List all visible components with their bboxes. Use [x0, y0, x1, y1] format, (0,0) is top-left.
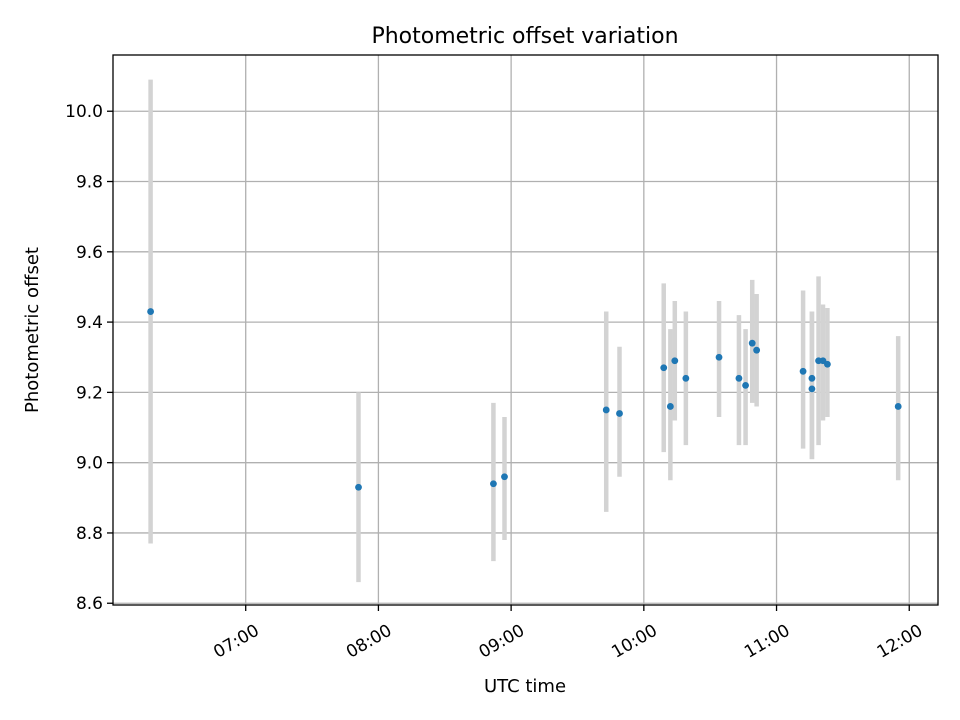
data-point — [894, 403, 902, 410]
data-point — [753, 346, 761, 354]
y-tick-label: 8.6 — [76, 594, 103, 614]
y-tick-label: 9.4 — [76, 313, 103, 333]
grid — [113, 55, 938, 605]
data-point — [671, 357, 679, 365]
data-point — [824, 360, 831, 368]
data-point — [808, 374, 816, 382]
data-point — [501, 473, 508, 481]
data-point — [715, 353, 723, 361]
y-tick-label: 9.6 — [76, 243, 103, 263]
y-tick-label: 9.8 — [76, 173, 103, 193]
plot-frame — [112, 54, 939, 606]
data-point — [799, 367, 807, 375]
x-axis-label: UTC time — [484, 676, 566, 697]
y-tick-label: 9.0 — [76, 454, 103, 474]
y-tick-label: 9.2 — [76, 383, 103, 403]
data-point — [616, 410, 623, 417]
y-axis-label: Photometric offset — [22, 247, 43, 413]
data-points — [147, 308, 902, 491]
data-point — [666, 403, 674, 410]
y-axis-ticks: 8.6 8.8 9.0 9.2 9.4 9.6 9.8 10.0 — [65, 102, 113, 614]
data-point — [355, 483, 362, 491]
chart-title: Photometric offset variation — [371, 24, 678, 49]
data-point — [742, 381, 749, 389]
data-point — [808, 385, 816, 393]
data-point — [602, 406, 610, 414]
data-point — [660, 364, 668, 372]
data-point — [735, 374, 743, 382]
data-point — [748, 339, 756, 347]
data-point — [490, 480, 497, 488]
y-tick-label: 10.0 — [65, 102, 103, 122]
data-point — [147, 308, 155, 315]
data-point — [682, 374, 690, 382]
y-tick-label: 8.8 — [76, 524, 103, 544]
